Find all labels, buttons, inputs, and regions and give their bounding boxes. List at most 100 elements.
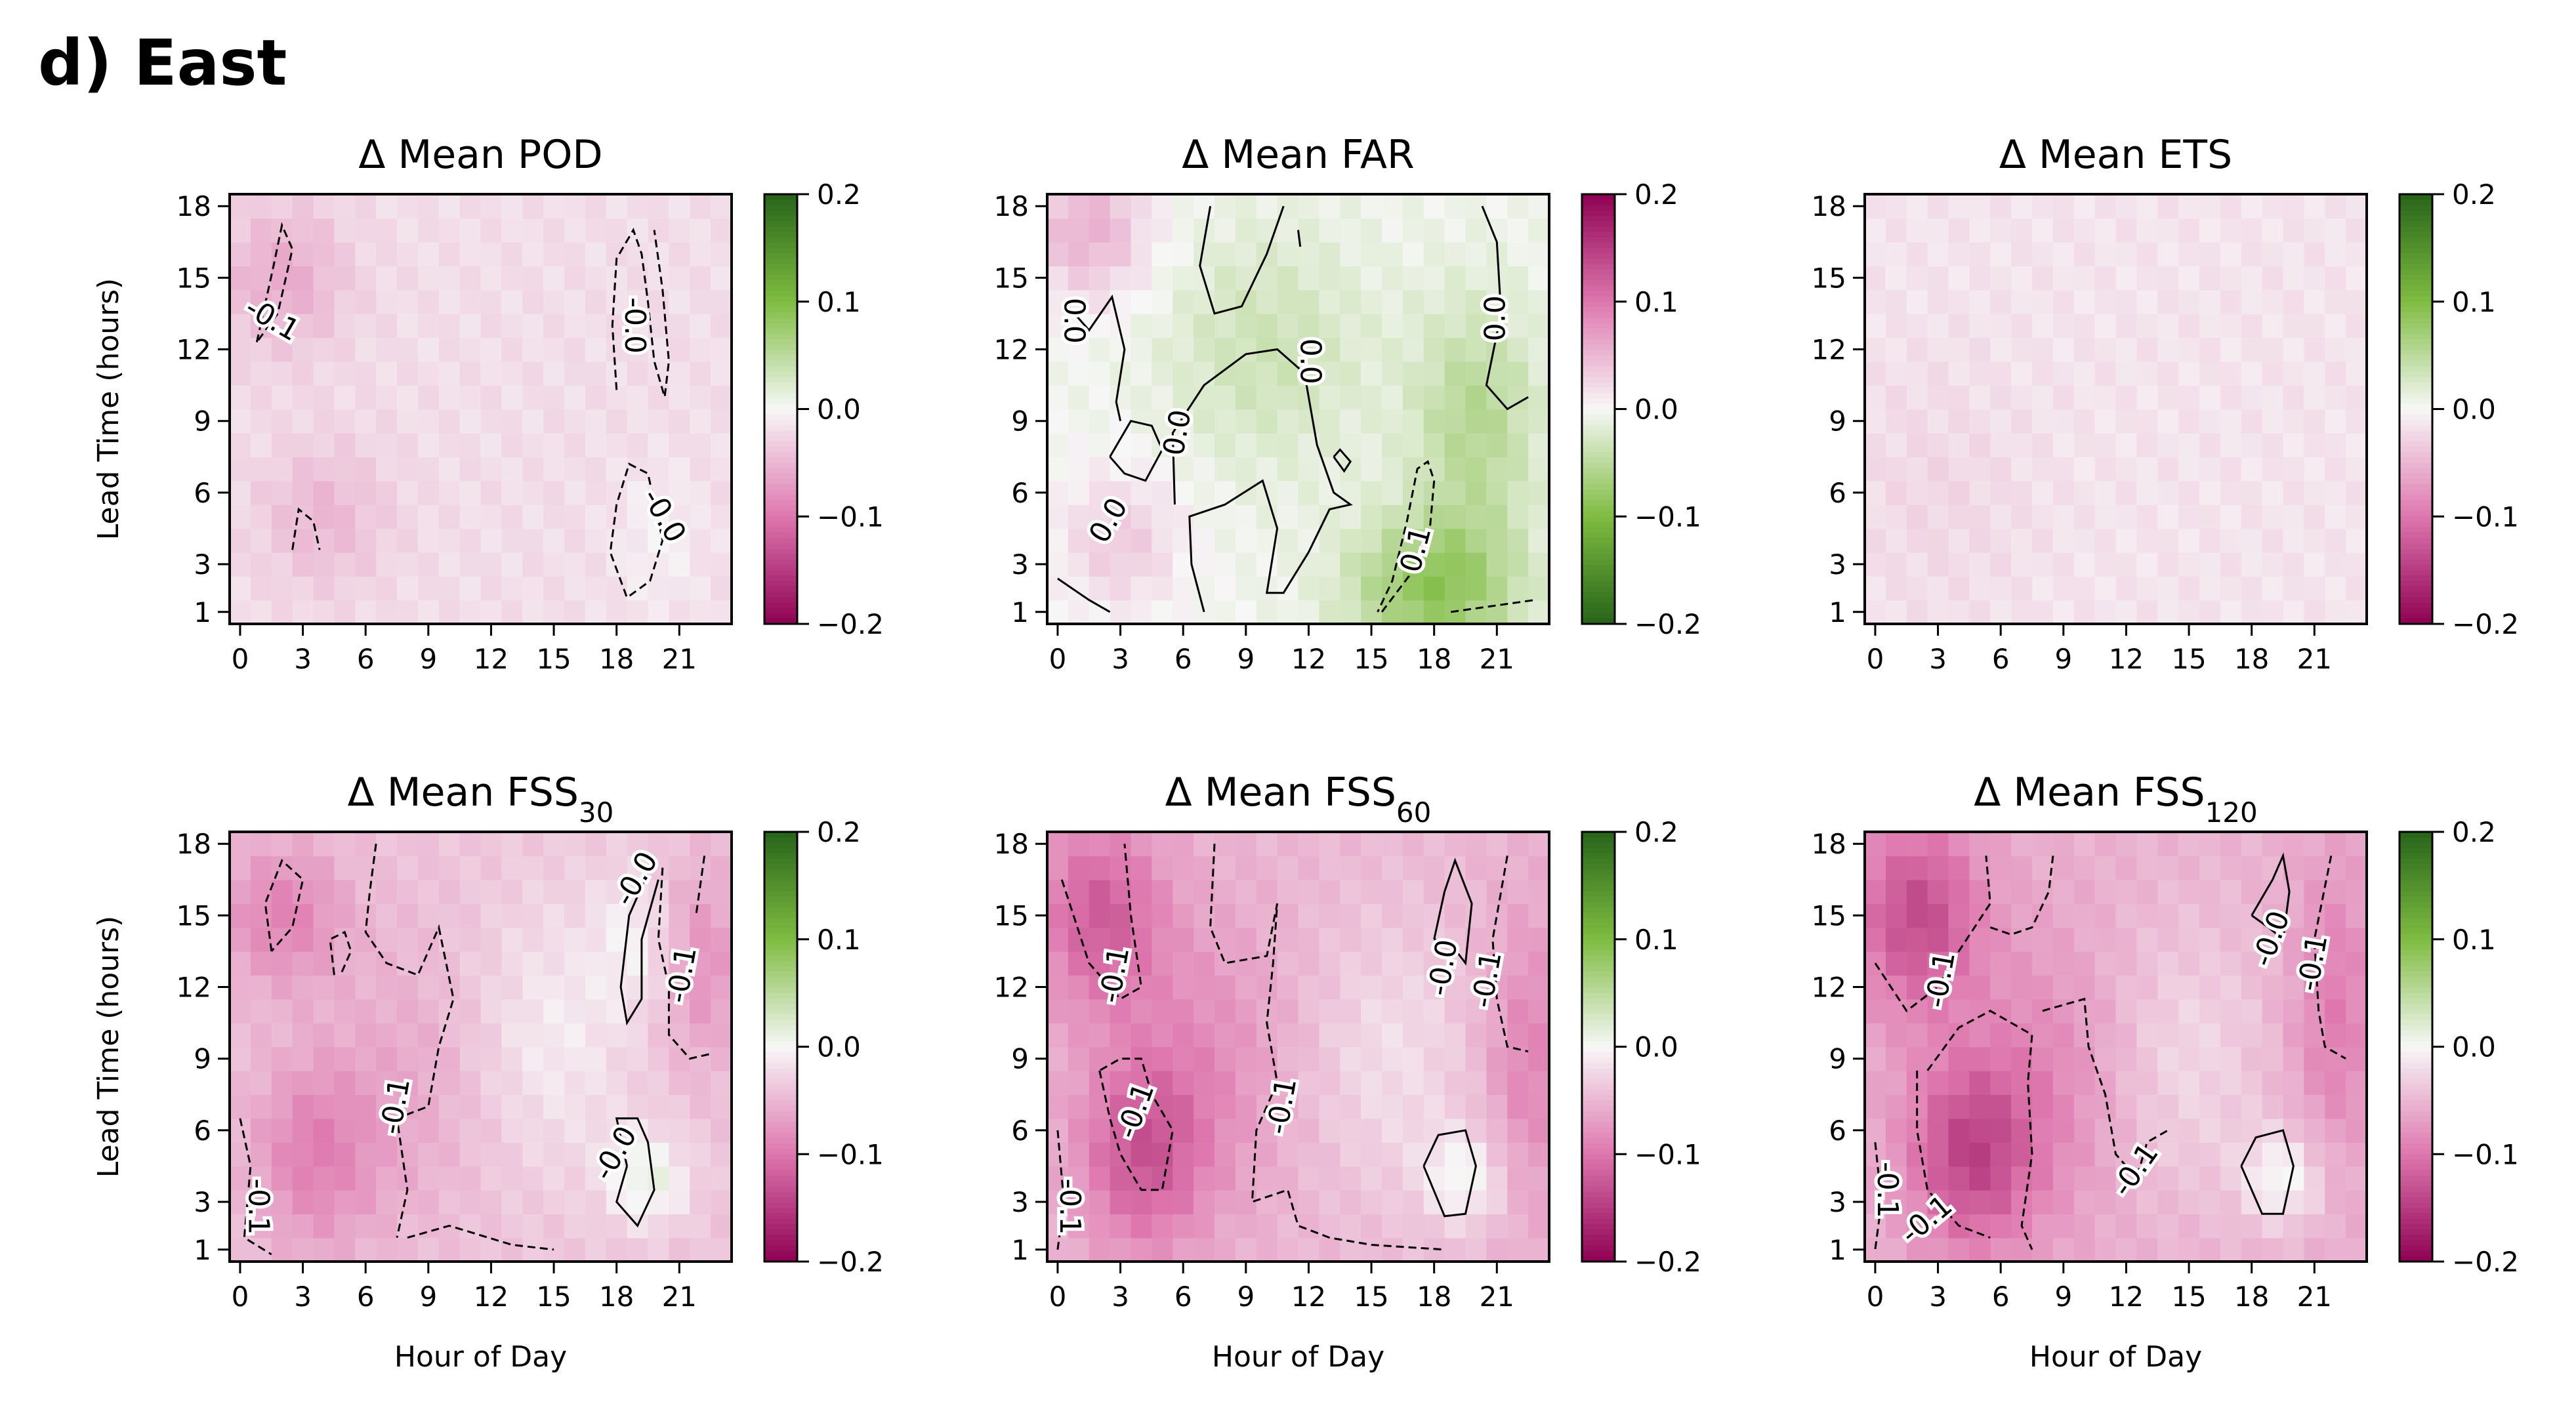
heatmap-cell — [1402, 194, 1424, 219]
colorbar-segment — [1582, 1090, 1615, 1096]
colorbar-segment — [764, 874, 797, 881]
heatmap-cell — [1465, 832, 1487, 857]
y-tick-label: 6 — [1829, 1115, 1846, 1147]
heatmap-cell — [1927, 504, 1949, 529]
colorbar-segment — [764, 516, 797, 523]
colorbar-segment — [1582, 939, 1615, 945]
heatmap-cell — [1256, 432, 1278, 458]
heatmap-cell — [230, 266, 251, 291]
heatmap-cell — [1948, 832, 1970, 857]
heatmap-cell — [1423, 1070, 1445, 1096]
plot-frame — [1046, 831, 1550, 1263]
heatmap-cell — [1465, 1166, 1487, 1191]
colorbar-segment — [2399, 864, 2432, 871]
heatmap-cell — [2283, 218, 2305, 243]
heatmap-cell — [271, 600, 293, 625]
heatmap-cell — [1465, 241, 1487, 266]
heatmap-cell — [334, 832, 356, 857]
heatmap-cell — [2325, 1237, 2346, 1262]
heatmap-cell — [1906, 457, 1928, 482]
heatmap-cell — [1194, 313, 1215, 339]
colorbar-tick-label: 0.2 — [2452, 178, 2496, 211]
heatmap-cell — [1319, 552, 1341, 577]
heatmap-cell — [1906, 1046, 1928, 1071]
heatmap-cell — [292, 951, 314, 976]
heatmap-cell — [1173, 457, 1194, 482]
heatmap-cell — [2032, 576, 2054, 601]
heatmap-cell — [1131, 1189, 1153, 1214]
heatmap-cell — [2283, 409, 2305, 434]
heatmap-cell — [1948, 1237, 1970, 1262]
heatmap-cell — [1906, 409, 1928, 434]
heatmap-cell — [2073, 832, 2096, 857]
heatmap-cell — [1990, 266, 2012, 291]
heatmap-cell — [1948, 552, 1970, 577]
heatmap-cell — [1256, 1189, 1278, 1214]
heatmap-cell — [1906, 951, 1928, 976]
heatmap-cell — [459, 1214, 482, 1239]
colorbar-segment — [764, 387, 797, 394]
heatmap-cell — [627, 432, 649, 458]
colorbar-segment — [1582, 1084, 1615, 1090]
heatmap-cell — [1152, 432, 1174, 458]
heatmap-cell — [1948, 1166, 1970, 1191]
heatmap-cell — [271, 432, 293, 458]
colorbar-segment — [1582, 901, 1615, 908]
heatmap-cell — [1990, 241, 2012, 266]
heatmap-cell — [1423, 409, 1445, 434]
contour-line — [609, 463, 664, 600]
heatmap-cell — [501, 361, 524, 386]
heatmap-cell — [2241, 266, 2263, 291]
heatmap-cell — [2032, 480, 2054, 505]
heatmap-cell — [397, 241, 419, 266]
heatmap-cell — [1194, 576, 1215, 601]
heatmap-cell — [1131, 1142, 1153, 1167]
heatmap-cell — [1885, 337, 1907, 362]
colorbar-segment — [1582, 318, 1615, 324]
heatmap-cell — [1948, 975, 1970, 1000]
heatmap-cell — [2304, 600, 2326, 625]
heatmap-cell — [2325, 903, 2346, 928]
heatmap-cell — [2073, 266, 2096, 291]
heatmap-cell — [2157, 1118, 2179, 1143]
heatmap-cell — [355, 266, 377, 291]
heatmap-cell — [2032, 1070, 2054, 1096]
heatmap-cell — [1927, 1094, 1949, 1119]
heatmap-cell — [564, 1189, 586, 1214]
colorbar-segment — [2399, 323, 2432, 329]
heatmap-cell — [397, 1237, 419, 1262]
heatmap-cell — [1235, 1094, 1257, 1119]
y-tick-label: 18 — [1812, 828, 1846, 860]
heatmap-cell — [2011, 480, 2033, 505]
heatmap-cell — [2283, 1023, 2305, 1048]
heatmap-cell — [1948, 385, 1970, 410]
heatmap-cell — [292, 1046, 314, 1071]
x-axis-label: Hour of Day — [2029, 1340, 2202, 1374]
heatmap-cell — [250, 1094, 272, 1119]
colorbar-segment — [764, 971, 797, 978]
colorbar-segment — [1582, 1149, 1615, 1155]
heatmap-cell — [648, 998, 670, 1023]
heatmap-cell — [1215, 975, 1236, 1000]
heatmap-cell — [1235, 1142, 1257, 1167]
heatmap-cell — [334, 1166, 356, 1191]
colorbar-segment — [1582, 301, 1615, 308]
heatmap-cell — [1865, 266, 1886, 291]
heatmap-cell — [1927, 337, 1949, 362]
heatmap-cell — [397, 600, 419, 625]
heatmap-cell — [1382, 385, 1403, 410]
heatmap-cell — [355, 241, 377, 266]
colorbar-segment — [1582, 253, 1615, 260]
heatmap-cell — [606, 927, 628, 952]
heatmap-cell — [2220, 600, 2242, 625]
heatmap-cell — [1131, 385, 1153, 410]
heatmap-cell — [2011, 1023, 2033, 1048]
heatmap-cell — [2052, 1094, 2075, 1119]
heatmap-cell — [313, 576, 335, 601]
heatmap-cell — [2136, 1166, 2159, 1191]
heatmap-cell — [1361, 552, 1382, 577]
colorbar-segment — [2399, 848, 2432, 854]
colorbar-segment — [764, 258, 797, 265]
heatmap-cell — [2262, 951, 2284, 976]
heatmap-cell — [2157, 241, 2179, 266]
